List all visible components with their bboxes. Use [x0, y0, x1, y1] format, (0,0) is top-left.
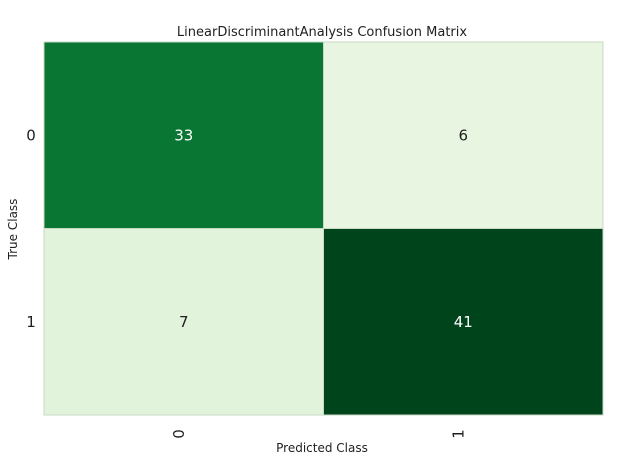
x-tick-label-0: 0: [170, 429, 188, 439]
heatmap-cell-1-1: [323, 228, 604, 416]
heatmap-cell-1-0: [43, 228, 324, 416]
cell-value-label-0-1: 6: [458, 126, 468, 144]
x-axis-label: Predicted Class: [276, 441, 368, 455]
plot-area: 33 6 7 41 0 1 0 1: [26, 41, 604, 439]
chart-title: LinearDiscriminantAnalysis Confusion Mat…: [177, 25, 467, 40]
cell-value-label-1-0: 7: [179, 313, 189, 331]
x-tick-label-1: 1: [449, 429, 467, 439]
heatmap-cell-0-1: [323, 41, 604, 229]
cell-value-label-1-1: 41: [454, 313, 473, 331]
heatmap-cell-0-0: [43, 41, 324, 229]
cell-value-label-0-0: 33: [174, 126, 193, 144]
y-axis-label: True Class: [6, 199, 20, 261]
y-tick-label-1: 1: [26, 313, 36, 331]
y-tick-label-0: 0: [26, 126, 36, 144]
